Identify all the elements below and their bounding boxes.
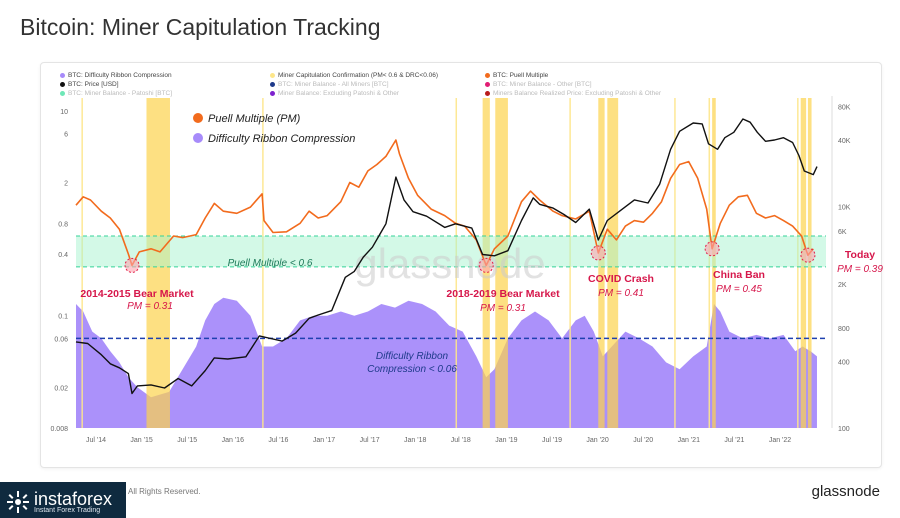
chart-legend: BTC: Difficulty Ribbon Compression Miner … [0,72,900,108]
x-tick-label: Jul '18 [451,437,471,444]
annotation-title: Today [845,249,875,261]
y-right-tick-label: 80K [838,105,851,112]
x-tick-label: Jan '16 [222,437,244,444]
y-left-tick-label: 10 [60,109,68,116]
legend-dot-icon [270,90,275,96]
x-tick-label: Jul '20 [633,437,653,444]
annotation-value: PM = 0.45 [716,284,762,295]
inner-legend-drc: Difficulty Ribbon Compression [208,133,355,145]
instaforex-tagline: Instant Forex Trading [34,507,101,514]
legend-item[interactable]: Miner Balance: Excluding Patoshi & Other [270,90,399,97]
inner-legend-pm: Puell Multiple (PM) [208,113,301,125]
inner-legend-pm-dot-icon [193,113,203,123]
annotation-title: 2018-2019 Bear Market [446,288,560,300]
annotation-title: 2014-2015 Bear Market [80,288,194,300]
legend-dot-icon [270,81,275,87]
annotation-value: PM = 0.31 [480,303,526,314]
legend-item[interactable]: BTC: Miner Balance - Patoshi [BTC] [60,90,172,97]
x-tick-label: Jan '21 [678,437,700,444]
x-tick-label: Jan '22 [769,437,791,444]
legend-label: Miners Balance Realized Price: Excluding… [493,90,661,97]
instaforex-brand: instaforex [34,489,113,509]
x-tick-label: Jul '15 [177,437,197,444]
glassnode-logo: glassnode [811,483,880,500]
legend-dot-icon [485,72,490,78]
x-tick-label: Jul '14 [86,437,106,444]
legend-label: BTC: Miner Balance - All Miners [BTC] [278,81,389,88]
y-left-tick-label: 6 [64,132,68,139]
pm-zone-label: Puell Multiple < 0.6 [228,258,313,269]
legend-item[interactable]: Miners Balance Realized Price: Excluding… [485,90,661,97]
x-tick-label: Jan '18 [404,437,426,444]
drc-zone-label: Difficulty Ribbon [376,351,449,362]
annotation-marker-icon [590,245,606,261]
x-tick-label: Jul '17 [360,437,380,444]
legend-item[interactable]: BTC: Miner Balance - Other [BTC] [485,81,592,88]
y-right-tick-label: 400 [838,359,850,366]
x-tick-label: Jan '19 [495,437,517,444]
y-left-tick-label: 0.8 [58,221,68,228]
legend-item[interactable]: BTC: Price [USD] [60,81,119,88]
legend-dot-icon [60,72,65,78]
y-right-tick-label: 100 [838,426,850,433]
legend-dot-icon [270,72,275,78]
watermark: glassnode [354,240,545,287]
drc-area [76,297,817,428]
page-title: Bitcoin: Miner Capitulation Tracking [20,14,381,40]
puell-line [75,139,814,267]
annotation-value: PM = 0.31 [127,301,173,312]
annotation-value: PM = 0.39 [837,264,883,275]
legend-item[interactable]: BTC: Puell Multiple [485,72,548,79]
annotation-title: China Ban [713,269,765,281]
y-right-tick-label: 800 [838,326,850,333]
legend-dot-icon [485,90,490,96]
drc-zone-label: Compression < 0.06 [367,364,457,375]
y-left-tick-label: 0.4 [58,252,68,259]
annotation-marker-icon [478,257,494,273]
legend-label: Miner Balance: Excluding Patoshi & Other [278,90,400,97]
legend-dot-icon [60,90,65,96]
legend-item[interactable]: BTC: Difficulty Ribbon Compression [60,72,172,79]
legend-dot-icon [485,81,490,87]
x-tick-label: Jan '20 [586,437,608,444]
y-left-tick-label: 0.06 [54,336,68,343]
x-tick-label: Jan '17 [313,437,335,444]
annotation-marker-icon [800,247,816,263]
x-tick-label: Jul '21 [724,437,744,444]
legend-dot-icon [60,81,65,87]
legend-item[interactable]: BTC: Miner Balance - All Miners [BTC] [270,81,389,88]
rights-text: All Rights Reserved. [128,487,201,496]
annotation-marker-icon [124,257,140,273]
legend-label: BTC: Miner Balance - Patoshi [BTC] [68,90,173,97]
inner-legend-drc-dot-icon [193,133,203,143]
pm-zone [76,236,826,267]
x-tick-label: Jul '16 [268,437,288,444]
annotation-title: COVID Crash [588,273,654,285]
legend-item[interactable]: Miner Capitulation Confirmation (PM< 0.6… [270,72,438,79]
instaforex-banner [0,482,126,518]
legend-label: Miner Capitulation Confirmation (PM< 0.6… [278,72,439,79]
annotation-marker-icon [704,241,720,257]
y-left-tick-label: 2 [64,181,68,188]
legend-label: BTC: Price [USD] [68,81,119,88]
y-left-tick-label: 0.02 [54,385,68,392]
legend-label: BTC: Difficulty Ribbon Compression [68,72,172,79]
y-right-tick-label: 6K [838,229,847,236]
x-tick-label: Jan '15 [130,437,152,444]
y-left-tick-label: 0.1 [58,314,68,321]
annotation-value: PM = 0.41 [598,288,644,299]
legend-label: BTC: Puell Multiple [493,72,549,79]
price-line [75,118,818,395]
legend-label: BTC: Miner Balance - Other [BTC] [493,81,592,88]
y-right-tick-label: 40K [838,138,851,145]
y-right-tick-label: 2K [838,282,847,289]
x-tick-label: Jul '19 [542,437,562,444]
y-left-tick-label: 0.008 [50,426,68,433]
y-right-tick-label: 10K [838,205,851,212]
